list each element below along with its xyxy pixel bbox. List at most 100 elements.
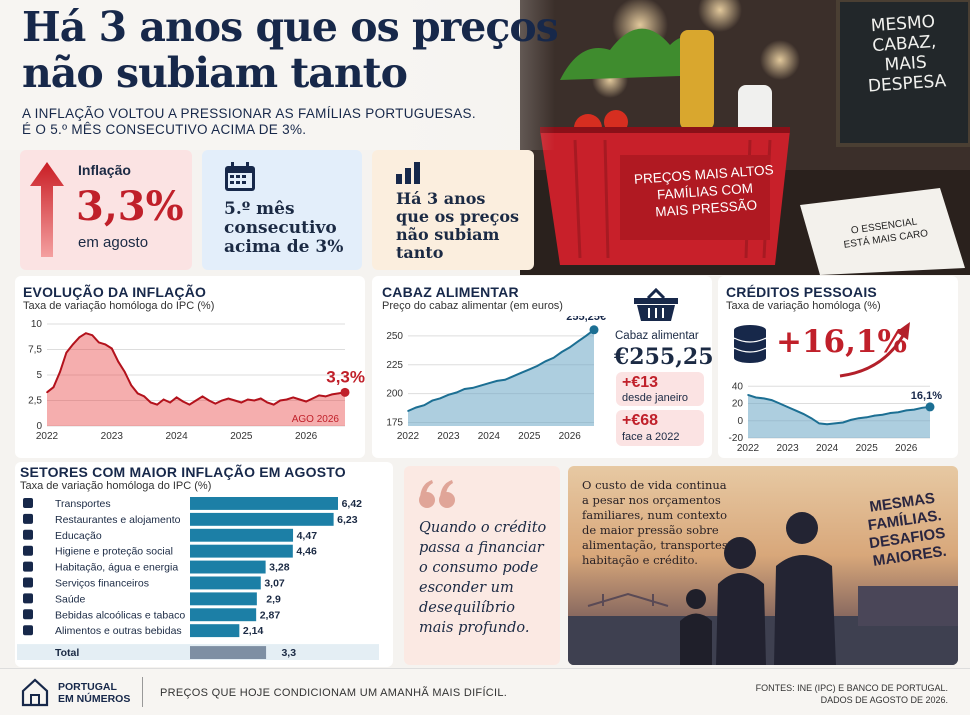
data-point [279, 399, 282, 402]
data-point [46, 391, 48, 394]
x-tick-label: 2022 [397, 431, 420, 442]
kpi-inflation-value: 3,3% [76, 183, 184, 230]
data-point [234, 399, 236, 402]
data-point [865, 416, 868, 419]
coins-icon [733, 325, 767, 363]
category-label: Serviços financeiros [55, 578, 149, 590]
family-text-line-2: a pesar nos orçamentos [582, 493, 721, 507]
data-point [842, 421, 844, 424]
kpi-years-line-2: que os preços [396, 207, 520, 226]
kpi-years-card: Há 3 anos que os preços não subiam tanto [372, 150, 534, 270]
sectors-chart-subtitle: Taxa de variação homóloga do IPC (%) [20, 480, 212, 492]
last-point-marker [925, 402, 935, 412]
x-tick-label: 2022 [36, 431, 59, 442]
data-point [272, 403, 275, 406]
title-line-2: não subiam tanto [22, 49, 408, 97]
cabaz-box-value: €255,25 [614, 344, 714, 370]
last-point-marker [340, 387, 350, 397]
data-point [208, 399, 210, 402]
data-point [253, 399, 256, 402]
quote-line-6: mais profundo. [419, 620, 530, 636]
data-point [439, 397, 442, 400]
data-point [221, 399, 223, 402]
cabaz-chart-title: CABAZ ALIMENTAR [382, 284, 519, 300]
data-point [528, 368, 531, 371]
y-tick-label: 10 [31, 319, 43, 330]
data-point [91, 334, 94, 337]
x-tick-label: 2023 [101, 431, 124, 442]
family-photo: O custo de vida continua a pesar nos orç… [568, 466, 958, 665]
data-point [496, 380, 498, 382]
data-point [149, 401, 152, 404]
x-tick-label: 2023 [776, 443, 799, 454]
data-point [585, 335, 587, 337]
credit-chart-subtitle: Taxa de variação homóloga (%) [726, 300, 881, 312]
x-tick-label: 2024 [165, 431, 188, 442]
data-point [259, 397, 262, 400]
last-value-label: 16,1% [911, 390, 942, 402]
data-point [810, 417, 813, 419]
y-tick-label: 250 [386, 331, 403, 342]
x-tick-label: 2026 [559, 431, 582, 442]
cabaz-panel: CABAZ ALIMENTAR Preço do cabaz alimentar… [372, 276, 714, 458]
inflation-chart-subtitle: Taxa de variação homóloga do IPC (%) [23, 300, 215, 312]
medical-cross-icon [23, 593, 33, 604]
bar-value-label: 2,87 [260, 609, 281, 621]
data-point [136, 392, 139, 395]
data-point [560, 351, 563, 353]
category-label: Restaurantes e alojamento [55, 514, 181, 526]
data-point [240, 401, 243, 404]
data-point [182, 400, 184, 403]
y-tick-label: 5 [36, 370, 42, 381]
quote-text: Quando o crédito passa a financiar o con… [419, 518, 546, 638]
y-tick-label: 200 [386, 389, 403, 400]
data-point [143, 395, 145, 398]
chalkboard-text: MESMO CABAZ, MAIS DESPESA [847, 10, 962, 97]
last-point-marker [589, 325, 599, 335]
brand-line-1: PORTUGAL [58, 681, 117, 693]
bottle-icon [23, 609, 33, 620]
supermarket-photo: MESMO CABAZ, MAIS DESPESA PREÇOS MAIS AL… [520, 0, 970, 275]
data-point [318, 394, 320, 397]
data-point [881, 413, 884, 416]
source-line-1: FONTES: INE (IPC) E BANCO DE PORTUGAL. [755, 683, 948, 693]
data-point [747, 394, 749, 396]
series-line [407, 329, 595, 412]
building-icon [23, 577, 33, 588]
x-tick-label: 2026 [895, 443, 918, 454]
y-tick-label: 40 [732, 381, 744, 392]
kpi-years-text: Há 3 anos que os preços não subiam tanto [396, 190, 519, 262]
data-point [52, 386, 55, 389]
data-point [568, 346, 571, 349]
data-point [577, 340, 579, 343]
family-text: O custo de vida continua a pesar nos orç… [582, 478, 731, 568]
cabaz-delta-2-note: face a 2022 [622, 431, 680, 443]
bar [190, 608, 257, 622]
quote-line-5: desequilíbrio [419, 600, 515, 616]
credit-chart: -20 0 20 40 2022 2023 2024 2025 2026 16,1% [729, 381, 943, 454]
kpi-months-text: 5.º mês consecutivo acima de 3% [224, 200, 343, 257]
data-point [447, 394, 450, 396]
quote-mark-icon [419, 480, 455, 508]
x-tick-label: 2024 [816, 443, 839, 454]
bar-value-label: 2,9 [266, 593, 281, 605]
category-label: Transportes [55, 498, 111, 510]
family-text-line-5: alimentação, transportes, [582, 538, 732, 552]
data-point [455, 391, 458, 394]
data-point [117, 360, 120, 363]
y-tick-label: 7,5 [28, 345, 42, 356]
bar-value-label: 4,47 [297, 530, 318, 542]
data-point [423, 404, 425, 406]
data-point [65, 351, 68, 354]
data-point [479, 384, 482, 387]
data-point [188, 403, 191, 406]
bar [190, 560, 266, 574]
data-point [755, 396, 757, 399]
data-point [471, 387, 474, 389]
data-point [98, 341, 100, 344]
data-point [337, 392, 340, 395]
kpi-months-line-2: consecutivo [224, 218, 337, 238]
graduation-cap-icon [23, 529, 33, 540]
data-point [778, 402, 781, 405]
x-tick-label: 2025 [230, 431, 253, 442]
